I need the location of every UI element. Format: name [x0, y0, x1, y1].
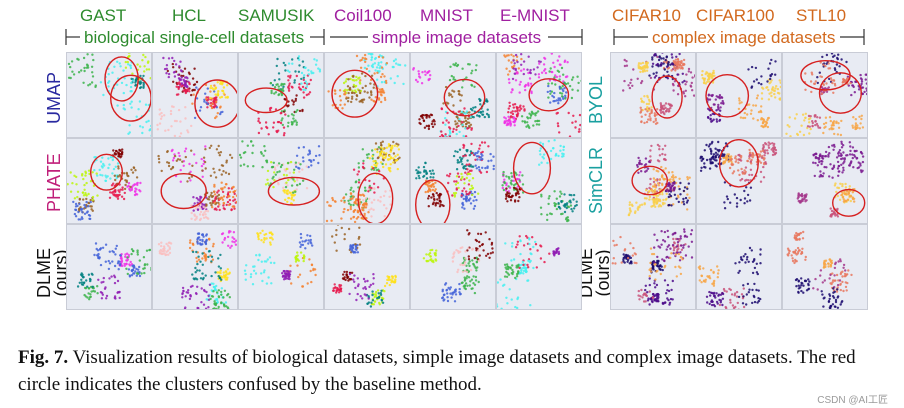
scatter-panel-left-r1-c1 [152, 138, 238, 224]
row-label-byol: BYOL [586, 75, 606, 124]
col-header-emnist: E-MNIST [500, 6, 570, 25]
caption-text: Visualization results of biological data… [18, 347, 856, 395]
scatter-panel-right-r2-c2 [782, 224, 868, 310]
scatter-panel-left-r2-c0 [66, 224, 152, 310]
col-header-cifar10: CIFAR10 [612, 6, 681, 25]
scatter-panel-right-r0-c2 [782, 52, 868, 138]
group-brackets [65, 29, 865, 45]
scatter-panel-left-r0-c4 [410, 52, 496, 138]
group-label-simple: simple image datasets [372, 28, 542, 47]
scatter-panel-right-r1-c0 [610, 138, 696, 224]
col-header-gast: GAST [80, 6, 127, 25]
scatter-panel-left-r0-c5 [496, 52, 582, 138]
scatter-panel-left-r1-c0 [66, 138, 152, 224]
col-header-samusik: SAMUSIK [238, 6, 315, 25]
col-header-cifar100: CIFAR100 [696, 6, 775, 25]
row-label-umap: UMAP [44, 71, 64, 124]
caption-label: Fig. 7. [18, 347, 69, 368]
col-header-mnist: MNIST [420, 6, 473, 25]
scatter-panel-right-r0-c0 [610, 52, 696, 138]
col-header-stl10: STL10 [796, 6, 847, 25]
row-label-dlme-left: DLME (ours) [34, 247, 71, 298]
scatter-panel-left-r0-c2 [238, 52, 324, 138]
scatter-panel-left-r2-c2 [238, 224, 324, 310]
scatter-panel-left-r1-c5 [496, 138, 582, 224]
row-label-dlme-right: DLME (ours) [576, 247, 613, 298]
col-header-hcl: HCL [172, 6, 207, 25]
row-label-phate: PHATE [44, 153, 64, 212]
scatter-panel-right-r2-c0 [610, 224, 696, 310]
scatter-panel-left-r0-c0 [66, 52, 152, 138]
group-label-bio: biological single-cell datasets [84, 28, 305, 47]
scatter-panel-left-r2-c1 [152, 224, 238, 310]
scatter-panel-right-r1-c1 [696, 138, 782, 224]
group-label-complex: complex image datasets [652, 28, 836, 47]
scatter-panel-right-r1-c2 [782, 138, 868, 224]
figure-caption: Fig. 7. Visualization results of biologi… [18, 344, 888, 398]
scatter-panel-left-r1-c3 [324, 138, 410, 224]
scatter-panel-left-r2-c5 [496, 224, 582, 310]
scatter-panel-left-r1-c4 [410, 138, 496, 224]
watermark: CSDN @AI工匠 [817, 395, 888, 406]
scatter-panel-right-r0-c1 [696, 52, 782, 138]
row-label-simclr: SimCLR [586, 146, 606, 214]
scatter-panel-left-r0-c3 [324, 52, 410, 138]
scatter-panel-left-r2-c4 [410, 224, 496, 310]
scatter-panel-left-r1-c2 [238, 138, 324, 224]
scatter-panel-left-r2-c3 [324, 224, 410, 310]
scatter-panel-left-r0-c1 [152, 52, 238, 138]
scatter-panel-right-r2-c1 [696, 224, 782, 310]
col-header-coil100: Coil100 [334, 6, 392, 25]
